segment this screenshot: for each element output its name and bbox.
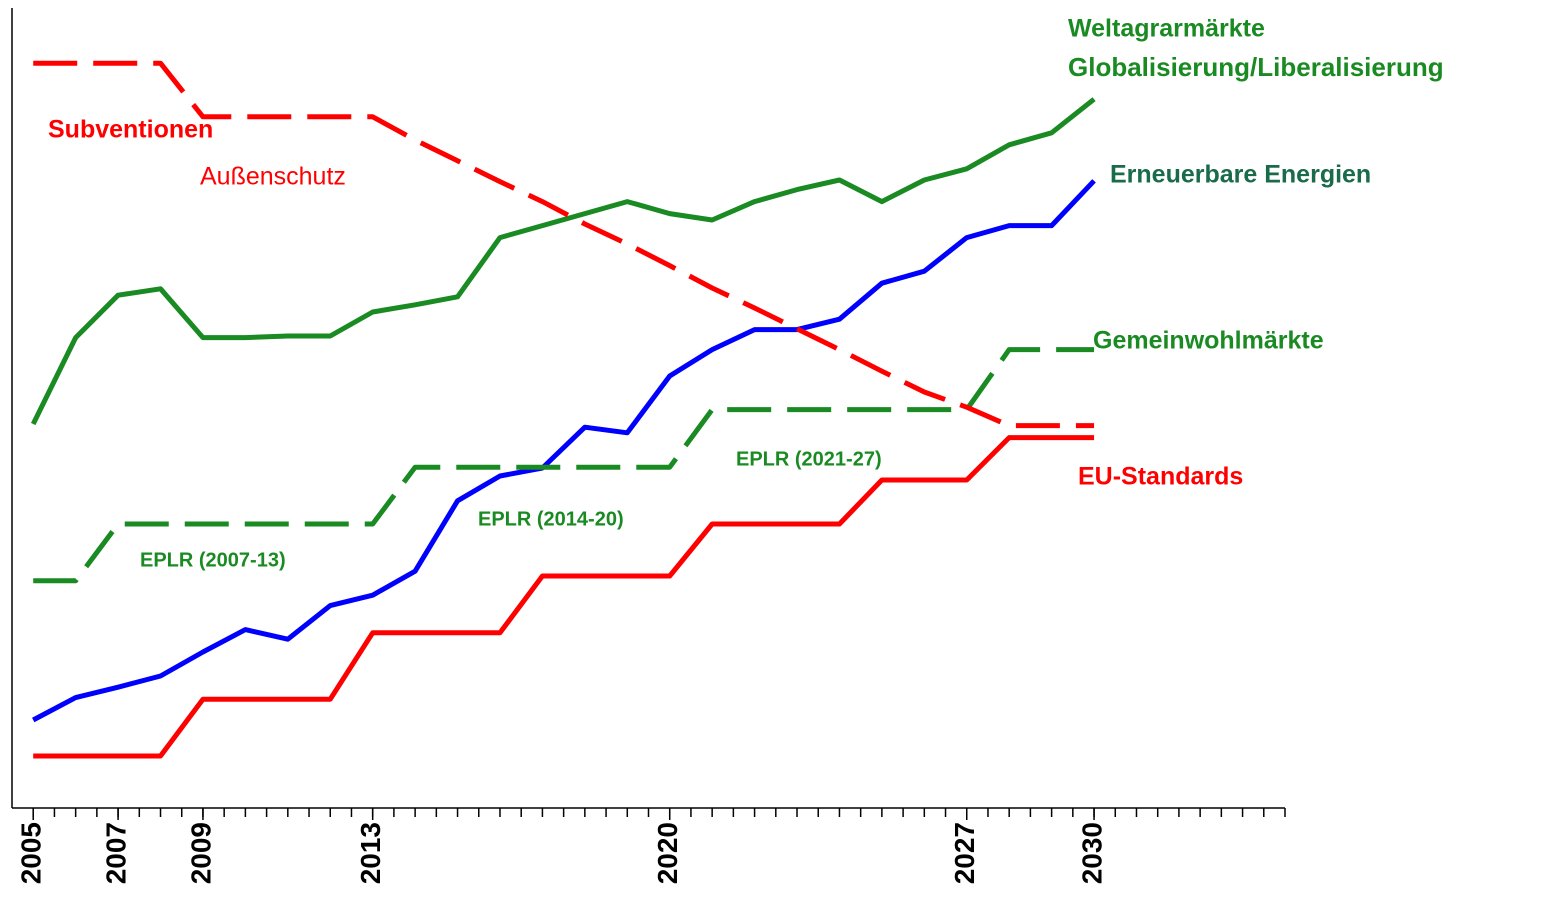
series-line — [33, 60, 1095, 429]
annotation: EPLR (2007-13) — [140, 549, 286, 571]
x-tick-label: 2030 — [1076, 822, 1107, 884]
x-tick-label: 2013 — [355, 822, 386, 884]
series-label: Gemeinwohlmärkte — [1093, 327, 1324, 355]
series-line — [33, 435, 1095, 759]
annotation: EPLR (2021-27) — [736, 448, 882, 470]
x-tick-label: 2007 — [100, 822, 131, 884]
x-tick-label: 2020 — [652, 822, 683, 884]
x-tick-label: 2027 — [949, 822, 980, 884]
series-line — [32, 179, 1096, 723]
x-tick-label: 2005 — [16, 822, 47, 884]
annotation: EPLR (2014-20) — [478, 508, 624, 530]
series-label: Erneuerbare Energien — [1110, 161, 1371, 189]
annotation: Außenschutz — [200, 163, 346, 191]
series-label: Subventionen — [48, 116, 213, 144]
series-line — [33, 347, 1095, 584]
series-line — [30, 97, 1096, 426]
series-label: EU-Standards — [1078, 463, 1243, 491]
x-tick-label: 2009 — [185, 822, 216, 884]
series-label: Weltagrarmärkte — [1068, 15, 1265, 43]
annotation: Globalisierung/Liberalisierung — [1068, 52, 1444, 82]
